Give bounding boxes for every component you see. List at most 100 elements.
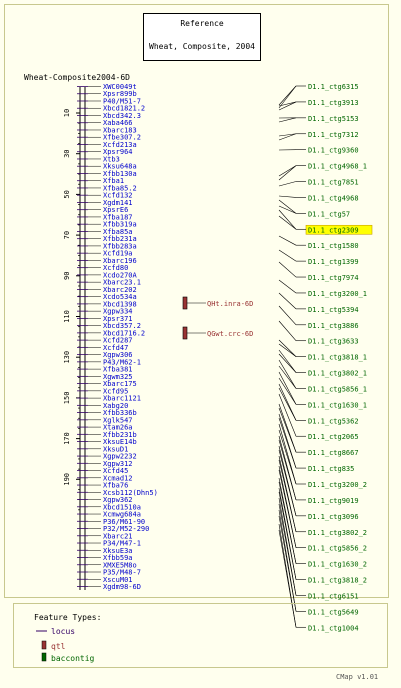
reference-box[interactable]: Reference Wheat, Composite, 2004 <box>143 13 261 61</box>
locus-label[interactable]: Xbcd1716.2 <box>103 329 145 337</box>
locus-label[interactable]: Xcfd95 <box>103 387 128 395</box>
locus-label[interactable]: XksuE14b <box>103 438 137 446</box>
contig-label[interactable]: D1.1_ctg3200_2 <box>308 481 367 489</box>
locus-label[interactable]: P36/M61-90 <box>103 518 145 526</box>
locus-label[interactable]: Xbcd1398 <box>103 300 137 308</box>
locus-label[interactable]: XksuD1 <box>103 445 128 453</box>
locus-label[interactable]: XMXE5M8o <box>103 561 137 569</box>
locus-label[interactable]: Xcfd287 <box>103 337 133 345</box>
locus-label[interactable]: Xfbb336b <box>103 409 137 417</box>
contig-label[interactable]: D1.1_ctg5362 <box>308 417 359 425</box>
contig-label[interactable]: D1.1_ctg8667 <box>308 449 359 457</box>
locus-label[interactable]: Xfbb130a <box>103 170 137 178</box>
locus-label[interactable]: Xcdo534a <box>103 293 137 301</box>
locus-label[interactable]: Xbarc21 <box>103 532 133 540</box>
locus-label[interactable]: Xfbb319a <box>103 221 137 229</box>
locus-label[interactable]: Xfbb59a <box>103 554 133 562</box>
locus-label[interactable]: Xbcd342.3 <box>103 112 141 120</box>
qtl-bar[interactable] <box>182 296 188 310</box>
contig-label[interactable]: D1.1_ctg4968_1 <box>308 163 367 171</box>
locus-label[interactable]: Xpsr371 <box>103 315 133 323</box>
contig-label[interactable]: D1.1_ctg6151 <box>308 592 359 600</box>
locus-label[interactable]: Xcfd213a <box>103 141 137 149</box>
locus-label[interactable]: Xbcd1821.2 <box>103 105 145 113</box>
locus-label[interactable]: Xglk547 <box>103 416 133 424</box>
contig-label[interactable]: D1.1_ctg1399 <box>308 258 359 266</box>
locus-label[interactable]: P35/M48-7 <box>103 569 141 577</box>
contig-label[interactable]: D1.1_ctg1004 <box>308 624 359 632</box>
locus-label[interactable]: Xbarc175 <box>103 380 137 388</box>
locus-label[interactable]: Xbarc23.1 <box>103 279 141 287</box>
locus-label[interactable]: Xcfd132 <box>103 192 133 200</box>
contig-label[interactable]: D1.1_ctg3633 <box>308 338 359 346</box>
locus-label[interactable]: Xcfd80 <box>103 264 128 272</box>
locus-label[interactable]: Xfba381 <box>103 366 133 374</box>
locus-label[interactable]: Xabg20 <box>103 402 128 410</box>
contig-label[interactable]: D1.1_ctg7312 <box>308 131 359 139</box>
locus-label[interactable]: XWC0049t <box>103 83 137 91</box>
locus-label[interactable]: Xfba85.2 <box>103 184 137 192</box>
contig-label[interactable]: D1.1_ctg3818_2 <box>308 577 367 585</box>
contig-label[interactable]: D1.1_ctg6315 <box>308 83 359 91</box>
locus-label[interactable]: Xksu648a <box>103 163 137 171</box>
locus-label[interactable]: XpsrE6 <box>103 206 128 214</box>
contig-label[interactable]: D1.1_ctg3802_2 <box>308 529 367 537</box>
contig-label[interactable]: D1.1_ctg1580 <box>308 242 359 250</box>
locus-label[interactable]: Xcfd47 <box>103 344 128 352</box>
locus-label[interactable]: Xgpw362 <box>103 496 133 504</box>
locus-label[interactable]: Xgpw334 <box>103 308 133 316</box>
locus-label[interactable]: Xgdm141 <box>103 199 133 207</box>
locus-label[interactable]: XscuM01 <box>103 576 133 584</box>
locus-label[interactable]: Xgwm325 <box>103 373 133 381</box>
locus-label[interactable]: Xfba1 <box>103 177 124 185</box>
locus-label[interactable]: Xbarc183 <box>103 126 137 134</box>
contig-label[interactable]: D1.1_ctg2309 <box>308 226 359 234</box>
contig-label[interactable]: D1.1_ctg1630_1 <box>308 401 367 409</box>
qtl-label[interactable]: QHt.inra-6D <box>207 300 253 308</box>
locus-label[interactable]: Xcdo270A <box>103 271 138 279</box>
contig-label[interactable]: D1.1_ctg1630_2 <box>308 561 367 569</box>
contig-label[interactable]: D1.1_ctg835 <box>308 465 354 473</box>
locus-label[interactable]: XksuE3a <box>103 547 133 555</box>
locus-label[interactable]: Xaba466 <box>103 119 133 127</box>
contig-label[interactable]: D1.1_ctg3200_1 <box>308 290 367 298</box>
contig-label[interactable]: D1.1_ctg5394 <box>308 306 359 314</box>
contig-label[interactable]: D1.1_ctg5649 <box>308 608 359 616</box>
contig-label[interactable]: D1.1_ctg3802_1 <box>308 370 367 378</box>
locus-label[interactable]: Xbcd357.2 <box>103 322 141 330</box>
contig-label[interactable]: D1.1_ctg5856_2 <box>308 545 367 553</box>
locus-label[interactable]: Xtam26a <box>103 424 133 432</box>
contig-label[interactable]: D1.1_ctg7851 <box>308 179 359 187</box>
locus-label[interactable]: P43/M62-1 <box>103 358 141 366</box>
locus-label[interactable]: Xpsr899b <box>103 90 137 98</box>
locus-label[interactable]: Xbarc202 <box>103 286 137 294</box>
contig-label[interactable]: D1.1_ctg3886 <box>308 322 359 330</box>
locus-label[interactable]: Xcfd19a <box>103 250 133 258</box>
locus-label[interactable]: P32/M52-290 <box>103 525 149 533</box>
locus-label[interactable]: Xfbe307.2 <box>103 134 141 142</box>
contig-label[interactable]: D1.1_ctg7974 <box>308 274 359 282</box>
qtl-label[interactable]: QGwt.crc-6D <box>207 330 253 338</box>
locus-label[interactable]: Xfba85a <box>103 228 133 236</box>
locus-label[interactable]: Xgdm98-6D <box>103 583 141 591</box>
locus-label[interactable]: Xcfd45 <box>103 467 128 475</box>
locus-label[interactable]: Xbcd1510a <box>103 503 141 511</box>
locus-label[interactable]: P34/M47-1 <box>103 540 141 548</box>
locus-label[interactable]: P40/M51-7 <box>103 97 141 105</box>
locus-label[interactable]: Xfbb231a <box>103 235 137 243</box>
contig-label[interactable]: D1.1_ctg9019 <box>308 497 359 505</box>
locus-label[interactable]: Xpsr964 <box>103 148 133 156</box>
locus-label[interactable]: Xfbb283a <box>103 242 137 250</box>
locus-label[interactable]: Xfbb231b <box>103 431 137 439</box>
contig-label[interactable]: D1.1_ctg5153 <box>308 115 359 123</box>
contig-label[interactable]: D1.1_ctg57 <box>308 210 350 218</box>
locus-label[interactable]: Xgpw306 <box>103 351 133 359</box>
contig-label[interactable]: D1.1_ctg9360 <box>308 147 359 155</box>
locus-label[interactable]: Xtb3 <box>103 155 120 163</box>
locus-label[interactable]: Xfba76 <box>103 482 128 490</box>
locus-label[interactable]: Xbarc1121 <box>103 395 141 403</box>
locus-label[interactable]: Xbarc196 <box>103 257 137 265</box>
contig-label[interactable]: D1.1_ctg5856_1 <box>308 385 367 393</box>
contig-label[interactable]: D1.1_ctg3818_1 <box>308 354 367 362</box>
contig-label[interactable]: D1.1_ctg2065 <box>308 433 359 441</box>
